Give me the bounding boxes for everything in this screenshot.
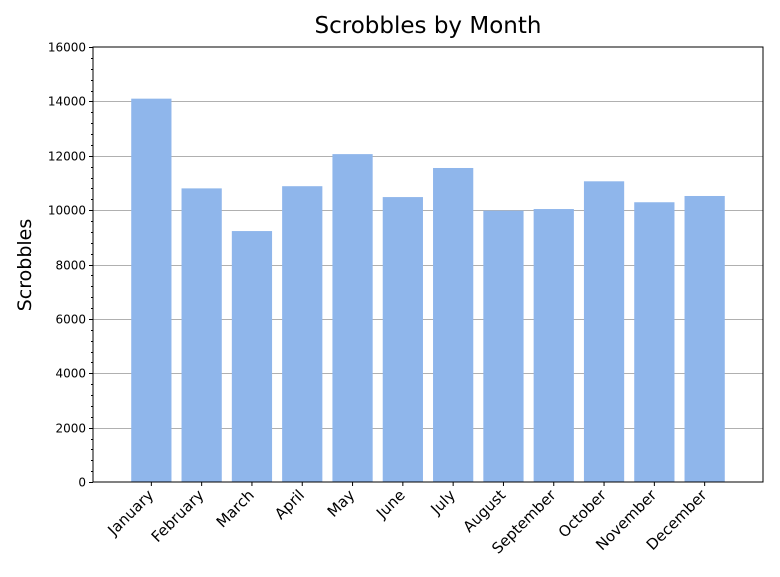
y-tick-label: 6000 [55, 313, 86, 327]
bar-september [533, 209, 574, 482]
bar-april [282, 186, 323, 482]
y-tick-label: 2000 [55, 422, 86, 436]
bar-march [231, 231, 273, 482]
y-tick-label: 8000 [55, 259, 86, 273]
plot-frame [92, 46, 764, 483]
y-tick-label: 16000 [48, 41, 86, 55]
y-tick-label: 12000 [48, 150, 86, 164]
bar-january [131, 98, 172, 482]
y-tick-label: 4000 [55, 367, 86, 381]
x-tick-label: April [271, 486, 308, 523]
x-tick-label: June [372, 486, 409, 523]
bar-december [684, 195, 725, 483]
x-tick-label: May [324, 486, 359, 521]
bar-october [583, 181, 625, 482]
x-tick-label: March [213, 486, 258, 531]
bar-november [634, 202, 675, 482]
bar-august [483, 210, 524, 482]
y-axis-label: Scrobbles [14, 219, 36, 312]
x-tick-label: August [459, 486, 509, 536]
bar-july [433, 167, 474, 482]
y-tick-label: 10000 [48, 204, 86, 218]
bar-february [181, 188, 222, 482]
y-tick-label: 14000 [48, 95, 86, 109]
bar-may [332, 154, 373, 482]
bar-june [382, 197, 423, 482]
bars [131, 98, 725, 483]
chart-title: Scrobbles by Month [315, 13, 542, 39]
x-tick-label: July [426, 486, 459, 519]
y-tick-label: 0 [78, 476, 86, 490]
x-tick-label: February [148, 486, 208, 546]
y-axis: 0 2000 4000 6000 8000 10000 12000 14000 16000 [48, 41, 93, 490]
